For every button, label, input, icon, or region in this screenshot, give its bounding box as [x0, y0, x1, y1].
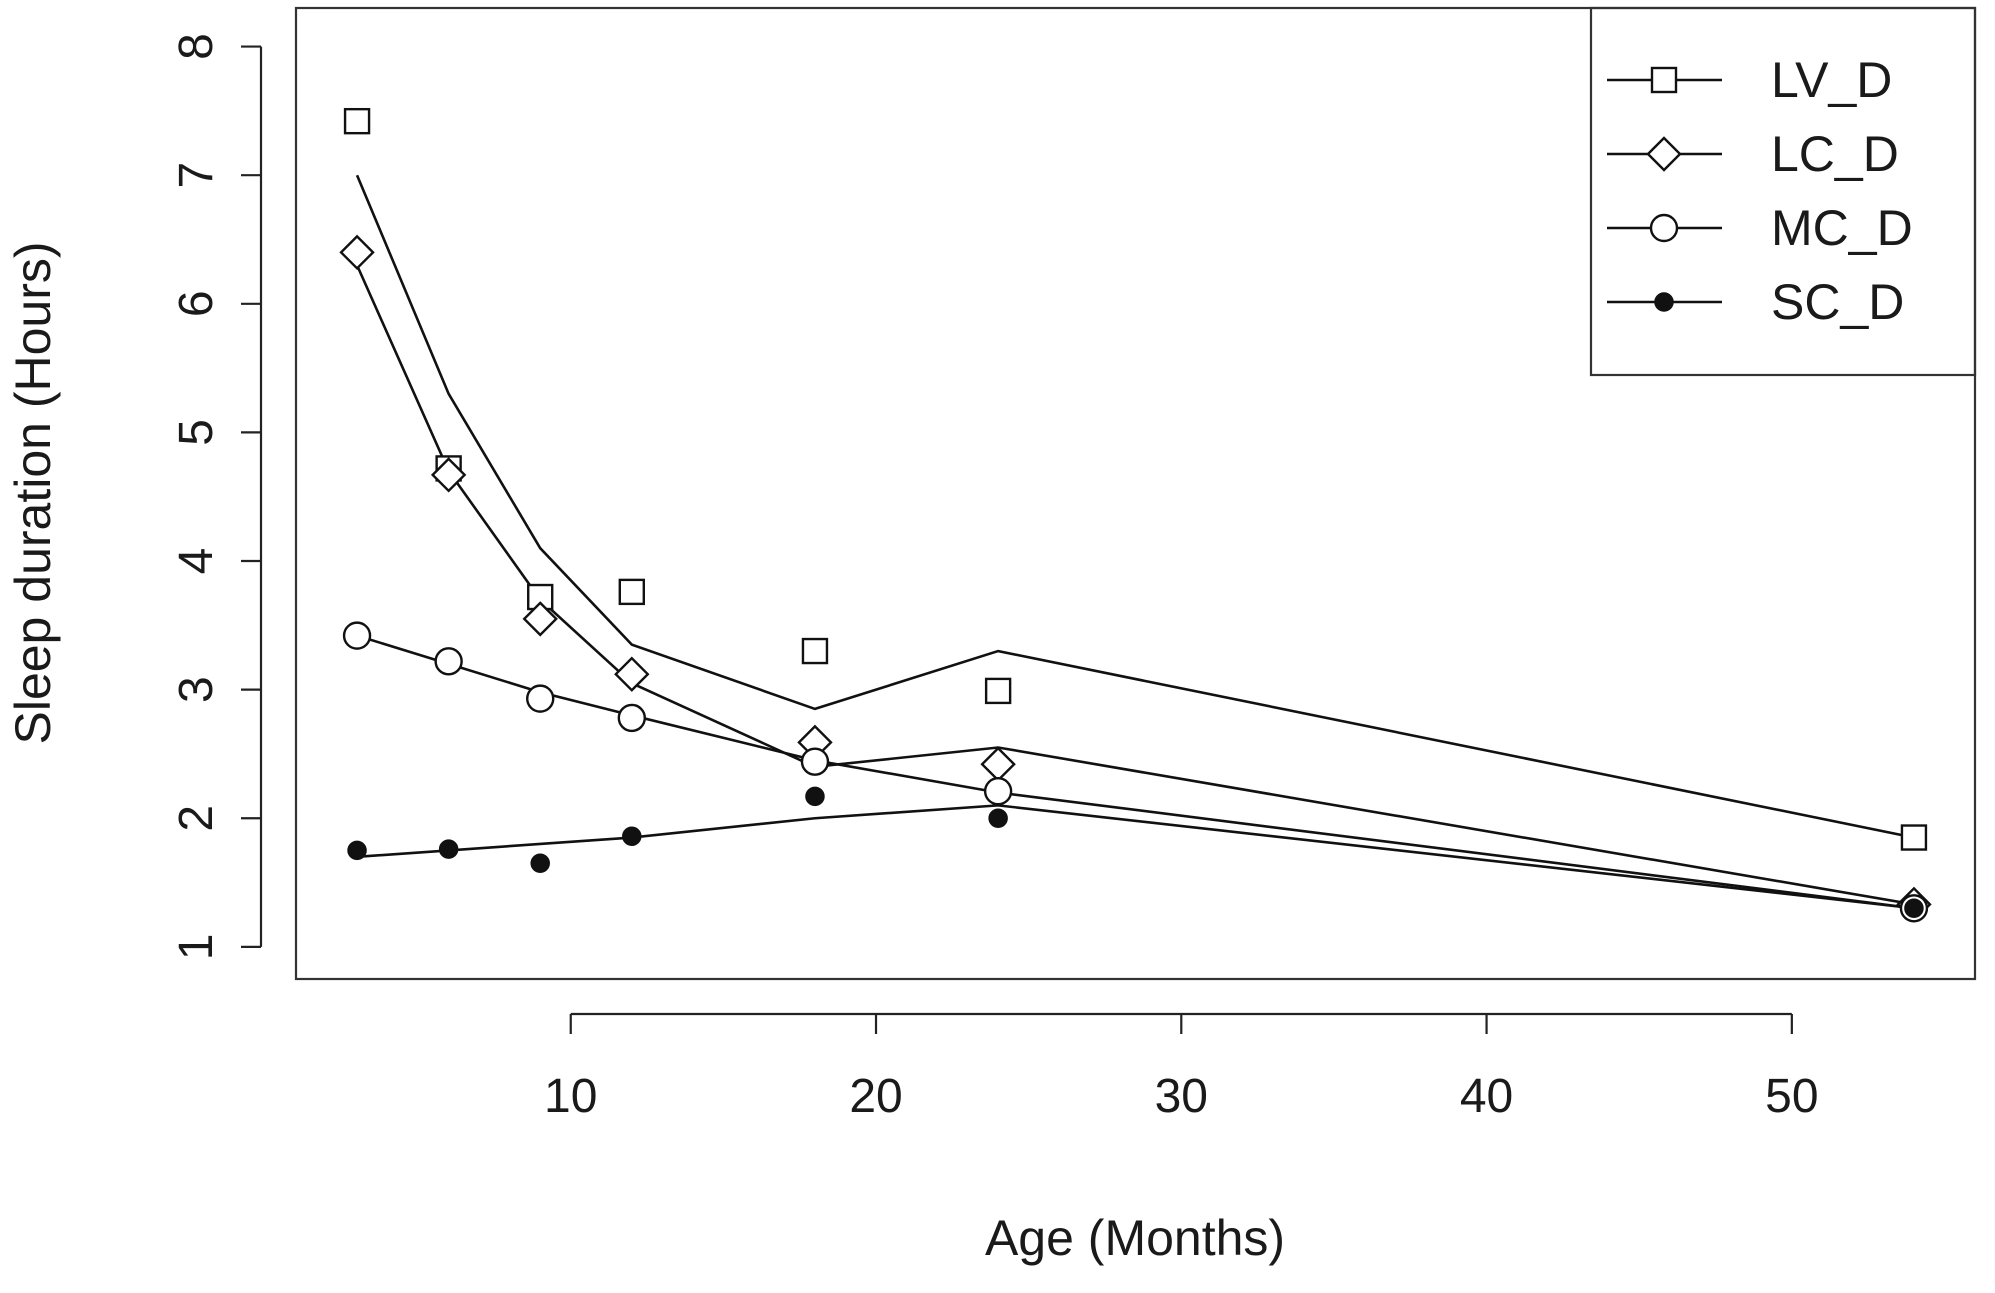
- point-lv-d: [618, 578, 645, 606]
- legend-marker-sc-d: [1654, 292, 1674, 312]
- point-sc-d: [347, 840, 367, 861]
- legend-label-lc-d: LC_D: [1771, 126, 1899, 182]
- plot-frame: [294, 6, 1977, 981]
- point-lc-d: [522, 601, 558, 637]
- point-sc-d: [1904, 898, 1924, 919]
- point-mc-d: [983, 777, 1013, 806]
- axes: 10 20 30 40 50 1 2 3 4 5 6 7 8: [170, 33, 1819, 1123]
- point-sc-d: [438, 839, 459, 859]
- legend-box: [1589, 6, 1977, 377]
- data-markers: [339, 107, 1932, 923]
- point-lc-d: [614, 656, 650, 692]
- x-tick-label: 40: [1460, 1070, 1513, 1123]
- y-tick-label: 7: [170, 162, 223, 189]
- legend-marker-lv-d: [1650, 66, 1678, 94]
- point-lv-d: [343, 107, 371, 135]
- point-mc-d: [617, 703, 646, 733]
- x-tick-label: 50: [1765, 1070, 1818, 1123]
- point-mc-d: [526, 684, 555, 713]
- point-sc-d: [622, 826, 642, 846]
- y-tick-label: 6: [170, 290, 223, 317]
- x-tick-label: 30: [1155, 1070, 1208, 1123]
- legend-marker-lc-d: [1646, 136, 1682, 172]
- y-tick-label: 5: [170, 419, 223, 446]
- legend-label-sc-d: SC_D: [1771, 274, 1904, 330]
- y-tick-label: 4: [170, 548, 223, 575]
- point-mc-d: [800, 747, 830, 776]
- legend: LV_D LC_D MC_D SC_D: [1589, 6, 1977, 377]
- point-lc-d: [430, 457, 467, 493]
- point-mc-d: [342, 621, 372, 650]
- y-tick-label: 3: [170, 676, 223, 703]
- point-mc-d: [434, 647, 463, 676]
- legend-label-lv-d: LV_D: [1771, 52, 1892, 108]
- x-tick-label: 20: [849, 1070, 902, 1123]
- y-axis-label: Sleep duration (Hours): [5, 241, 61, 744]
- point-sc-d: [530, 853, 550, 874]
- point-lv-d: [1900, 824, 1928, 851]
- x-axis-label: Age (Months): [985, 1210, 1285, 1266]
- x-tick-label: 10: [544, 1070, 597, 1123]
- y-tick-label: 8: [170, 33, 223, 60]
- point-lv-d: [801, 637, 829, 665]
- point-sc-d: [988, 808, 1008, 828]
- y-tick-label: 2: [170, 805, 223, 832]
- y-tick-label: 1: [170, 933, 223, 960]
- point-sc-d: [805, 786, 825, 807]
- point-lc-d: [339, 234, 375, 271]
- legend-marker-mc-d: [1649, 213, 1679, 243]
- legend-label-mc-d: MC_D: [1771, 200, 1913, 256]
- point-lv-d: [984, 677, 1012, 705]
- series-line-lv-d: [355, 174, 1915, 839]
